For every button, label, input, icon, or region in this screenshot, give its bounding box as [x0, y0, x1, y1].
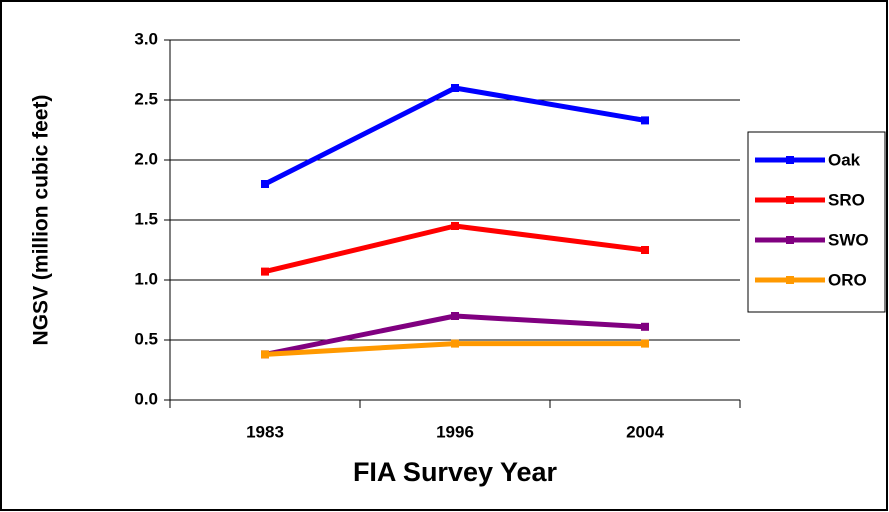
x-axis-title: FIA Survey Year — [353, 457, 558, 487]
point-marker — [451, 222, 459, 230]
x-tick-label: 2004 — [626, 422, 664, 441]
point-marker — [261, 267, 269, 276]
legend-label: Oak — [828, 150, 861, 169]
legend-marker — [786, 276, 794, 284]
legend-label: SRO — [828, 190, 865, 209]
point-marker — [451, 312, 459, 320]
point-marker — [641, 246, 649, 254]
legend-marker — [786, 236, 794, 244]
y-tick-label: 3.0 — [134, 29, 158, 48]
legend-label: SWO — [828, 230, 869, 249]
point-marker — [261, 350, 269, 359]
x-tick-label: 1996 — [436, 422, 474, 441]
legend-label: ORO — [828, 270, 867, 289]
legend-marker — [786, 196, 794, 204]
point-marker — [641, 322, 649, 331]
y-tick-label: 1.0 — [134, 269, 158, 288]
y-axis-title: NGSV (million cubic feet) — [30, 95, 53, 346]
y-tick-label: 1.5 — [134, 209, 158, 228]
point-marker — [641, 116, 649, 125]
y-tick-label: 0.5 — [134, 329, 158, 348]
y-tick-label: 2.5 — [134, 89, 158, 108]
point-marker — [641, 339, 649, 348]
point-marker — [451, 84, 459, 92]
point-marker — [451, 339, 459, 348]
y-tick-label: 2.0 — [134, 149, 158, 168]
point-marker — [261, 180, 269, 188]
y-tick-label: 0.0 — [134, 389, 158, 408]
legend-marker — [786, 156, 794, 164]
x-tick-label: 1983 — [246, 422, 284, 441]
